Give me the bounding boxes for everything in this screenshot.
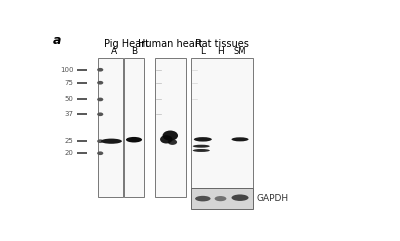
Text: 75: 75 bbox=[64, 80, 73, 86]
Text: 20: 20 bbox=[64, 150, 73, 156]
Text: 25: 25 bbox=[64, 138, 73, 144]
Bar bbox=[191, 58, 253, 197]
Bar bbox=[98, 58, 123, 197]
Circle shape bbox=[97, 68, 103, 72]
Circle shape bbox=[97, 112, 103, 116]
Ellipse shape bbox=[193, 145, 210, 148]
Ellipse shape bbox=[232, 194, 248, 201]
Bar bbox=[124, 58, 144, 197]
Bar bbox=[155, 58, 186, 197]
Ellipse shape bbox=[162, 131, 178, 141]
Ellipse shape bbox=[126, 137, 142, 142]
Text: 100: 100 bbox=[60, 67, 73, 73]
Ellipse shape bbox=[101, 139, 122, 144]
Text: SM: SM bbox=[234, 47, 246, 56]
Text: 37: 37 bbox=[64, 111, 73, 117]
Bar bbox=[191, 188, 253, 209]
Circle shape bbox=[97, 151, 103, 155]
Circle shape bbox=[97, 81, 103, 85]
Text: A: A bbox=[112, 47, 118, 56]
Text: GAPDH: GAPDH bbox=[257, 194, 289, 203]
Ellipse shape bbox=[195, 196, 210, 201]
Ellipse shape bbox=[194, 137, 212, 141]
Ellipse shape bbox=[168, 139, 177, 145]
Text: B: B bbox=[131, 47, 137, 56]
Text: Rat tissues: Rat tissues bbox=[195, 39, 249, 49]
Ellipse shape bbox=[160, 135, 172, 143]
Circle shape bbox=[97, 139, 103, 143]
Ellipse shape bbox=[215, 196, 226, 201]
Text: a: a bbox=[52, 33, 61, 47]
Ellipse shape bbox=[193, 149, 210, 152]
Text: Human heart: Human heart bbox=[138, 39, 203, 49]
Text: H: H bbox=[217, 47, 224, 56]
Text: 50: 50 bbox=[64, 96, 73, 102]
Text: L: L bbox=[200, 47, 205, 56]
Ellipse shape bbox=[232, 137, 248, 141]
Circle shape bbox=[97, 98, 103, 101]
Text: Pig Heart: Pig Heart bbox=[104, 39, 149, 49]
